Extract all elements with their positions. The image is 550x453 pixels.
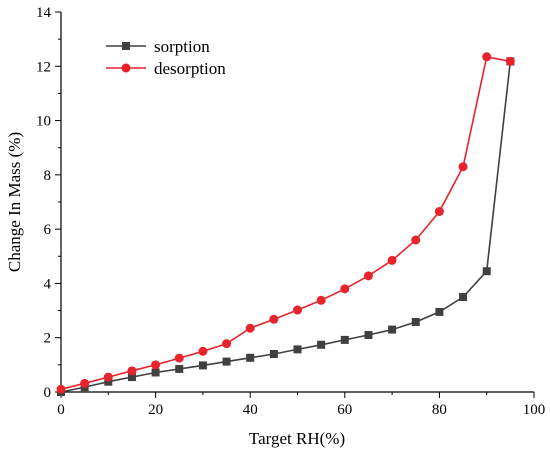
legend-swatch-marker [121,63,131,73]
x-axis-title: Target RH(%) [249,429,345,448]
y-axis-title: Change In Mass (%) [5,132,24,272]
sorption-point [246,353,255,362]
desorption-line [60,55,511,391]
legend-item-desorption: desorption [106,59,226,78]
legend-swatch-marker [122,42,130,50]
desorption-point [222,339,232,349]
desorption-point [387,255,397,265]
y-tick-label: 8 [44,168,52,184]
series-layer [56,52,515,396]
legend-label: desorption [154,59,226,78]
x-tick-label: 60 [337,402,352,418]
desorption-point [411,235,421,245]
sorption-point [317,340,326,349]
sorption-point [411,317,420,326]
x-tick-label: 40 [243,402,258,418]
sorption-point [388,325,397,334]
y-tick-label: 4 [44,276,52,292]
sorption-point [127,373,136,382]
y-tick-label: 10 [36,114,51,130]
desorption-point [56,384,66,394]
legend-label: sorption [154,37,210,56]
sorption-point [198,361,207,370]
y-tick-label: 14 [36,5,52,21]
desorption-point [293,305,302,315]
y-tick-label: 12 [36,59,51,75]
x-tick-label: 100 [523,402,546,418]
sorption-point [482,267,491,276]
desorption-point [363,271,373,281]
desorption-point [127,366,137,376]
ticks: 0 20 40 60 80 100 0 2 4 6 8 10 12 14 [36,5,545,418]
y-tick-label: 0 [44,385,52,401]
desorption-point [174,353,184,363]
desorption-point [245,323,255,333]
legend: sorption desorption [106,37,226,78]
sorption-point [340,335,349,344]
axes [60,12,534,393]
sorption-point [175,364,184,373]
sorption-point [293,345,302,354]
desorption-point [198,346,208,356]
x-tick-label: 0 [57,402,65,418]
sorption-point [222,357,231,366]
desorption-point [505,56,515,66]
y-tick-label: 6 [44,222,52,238]
sorption-point [364,331,373,339]
sorption-point [435,307,444,316]
desorption-point [482,52,492,62]
desorption-point [151,360,161,370]
x-tick-label: 20 [148,402,163,418]
desorption-point [434,207,444,216]
desorption-point [316,295,326,305]
desorption-point [269,314,279,324]
sorption-series [57,57,515,396]
sorption-point [104,377,113,386]
desorption-point [458,162,468,172]
desorption-point [80,378,90,388]
desorption-series [56,52,515,394]
desorption-point [340,284,350,294]
x-tick-label: 80 [432,402,447,418]
legend-item-sorption: sorption [106,37,210,56]
sorption-point [269,350,278,358]
sorption-point [459,293,468,301]
desorption-point [103,372,113,382]
sorption-point [151,368,160,377]
y-tick-label: 2 [44,331,52,347]
sorption-line [60,61,512,393]
